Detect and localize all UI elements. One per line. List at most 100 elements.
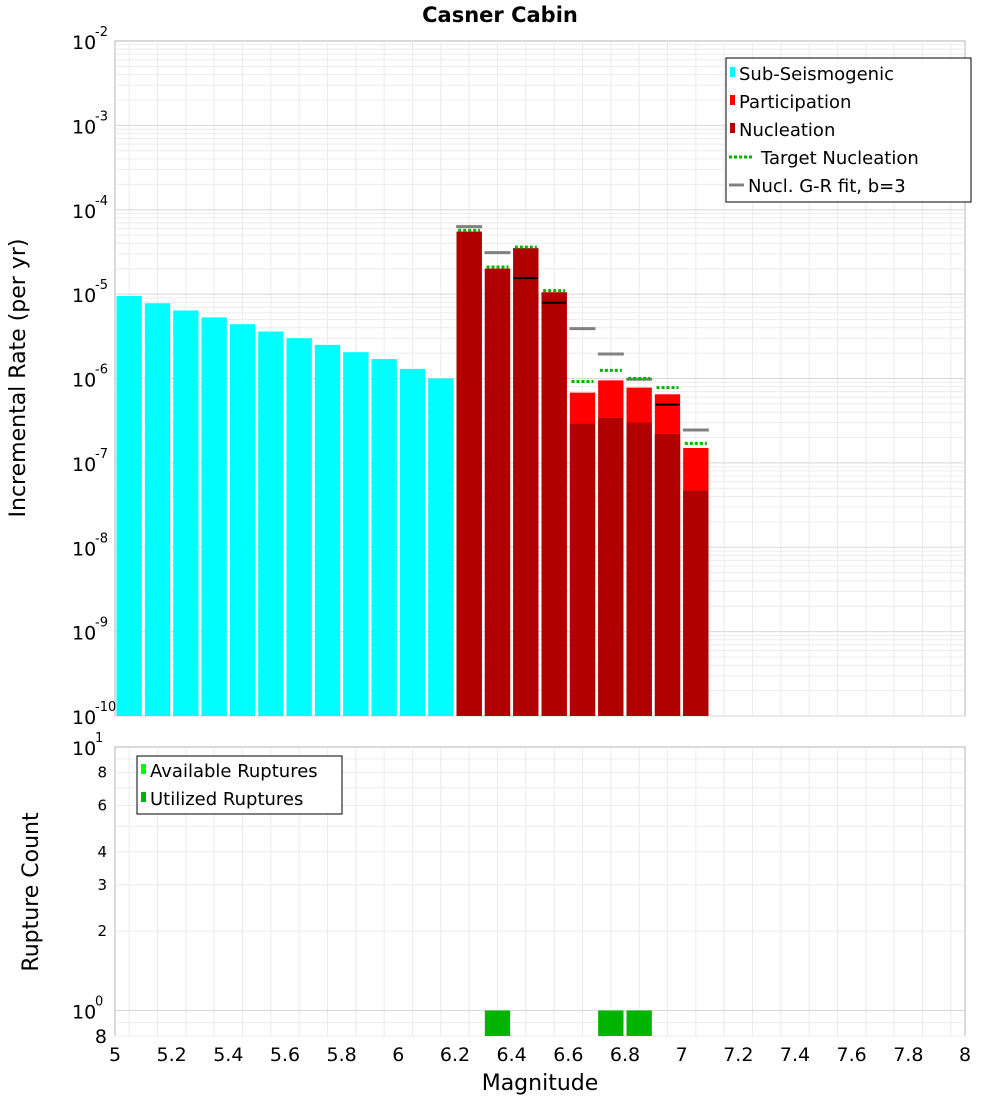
bar-sub-seismogenic <box>314 344 341 716</box>
y-tick-exponent: -8 <box>95 531 108 546</box>
legend-label: Target Nucleation <box>760 148 919 169</box>
y-tick-exponent: 0 <box>95 994 103 1009</box>
legend-label: Nucleation <box>739 120 835 141</box>
count-legend-box <box>136 755 343 815</box>
y-tick-exponent: -9 <box>95 616 108 631</box>
y-tick-base: 10 <box>72 538 96 560</box>
y-tick-label: 10-9 <box>72 616 108 645</box>
x-tick-label: 6.6 <box>553 1044 583 1066</box>
rate-y-axis-label: Incremental Rate (per yr) <box>6 239 31 518</box>
x-tick-label: 7.4 <box>780 1044 810 1066</box>
bar-sub-seismogenic <box>258 331 284 716</box>
x-tick-label: 5 <box>109 1044 121 1066</box>
y-tick-minor-label: 2 <box>97 922 107 940</box>
x-axis-ticks: 5 5.2 5.4 5.6 5.8 6 6.2 6.4 6.6 6.8 7 7.2 7.4 7.6 7.8 8 <box>109 1044 971 1066</box>
y-tick-exponent: -10 <box>95 700 116 715</box>
y-tick-label: 10-5 <box>72 278 108 307</box>
bar-nucleation <box>513 248 539 717</box>
x-tick-label: 5.6 <box>270 1044 300 1066</box>
count-legend: Available Ruptures Utilized Ruptures <box>136 755 343 815</box>
count-y-axis-label: Rupture Count <box>19 812 44 972</box>
y-tick-minor-label: 3 <box>97 876 107 894</box>
y-tick-exponent: -5 <box>95 278 108 293</box>
x-axis-label: Magnitude <box>482 1071 599 1096</box>
x-tick-label: 6.4 <box>497 1044 527 1066</box>
y-tick-label: 10-6 <box>72 363 108 392</box>
chart-title: Casner Cabin <box>422 3 578 27</box>
bar-nucleation <box>456 231 482 716</box>
bar-sub-seismogenic <box>201 317 227 716</box>
legend-label: Sub-Seismogenic <box>739 64 894 85</box>
y-tick-label: 10-4 <box>72 194 108 223</box>
bar-sub-seismogenic <box>428 378 454 716</box>
x-tick-label: 6.8 <box>610 1044 640 1066</box>
legend-item-nucl-g-r-fit-b-3: Nucl. G-R fit, b=3 <box>729 176 906 197</box>
bar-sub-seismogenic <box>286 338 312 716</box>
bar-sub-seismogenic <box>116 296 142 716</box>
legend-item-sub-seismogenic: Sub-Seismogenic <box>730 64 894 85</box>
y-tick-base: 10 <box>72 707 96 729</box>
x-tick-label: 7 <box>676 1044 688 1066</box>
y-tick-label: 10-2 <box>72 25 108 54</box>
x-tick-label: 7.8 <box>893 1044 923 1066</box>
rate-y-ticks: 10-210-310-410-510-610-710-810-910-10 <box>72 25 116 729</box>
count-bars <box>484 1010 652 1036</box>
y-tick-base: 10 <box>72 201 96 223</box>
rate-legend-box <box>725 57 972 203</box>
legend-label: Available Ruptures <box>150 761 318 782</box>
y-tick-base: 10 <box>72 738 96 760</box>
legend-label: Participation <box>739 92 851 113</box>
rate-legend: Sub-Seismogenic Participation Nucleation Ta… <box>725 57 972 203</box>
y-tick-label: 100 <box>72 994 103 1023</box>
y-tick-base: 10 <box>72 285 96 307</box>
bar-utilized-ruptures <box>484 1010 511 1036</box>
legend-swatch <box>141 764 146 774</box>
legend-swatch <box>730 123 735 133</box>
y-tick-exponent: -6 <box>95 363 108 378</box>
rate-panel: 10-210-310-410-510-610-710-810-910-10 In… <box>6 25 972 729</box>
y-tick-label: 10-3 <box>72 109 108 138</box>
y-tick-base: 10 <box>72 32 96 54</box>
bar-nucleation <box>541 292 567 716</box>
legend-item-nucleation: Nucleation <box>730 120 835 141</box>
bar-nucleation <box>569 423 596 716</box>
bar-sub-seismogenic <box>144 303 171 716</box>
x-tick-label: 5.2 <box>157 1044 187 1066</box>
legend-swatch <box>141 792 146 802</box>
y-tick-exponent: -3 <box>95 109 108 124</box>
y-tick-exponent: -7 <box>95 447 108 462</box>
bar-utilized-ruptures <box>598 1010 624 1036</box>
y-tick-exponent: 1 <box>95 731 103 746</box>
y-tick-minor-label: 8 <box>97 764 107 782</box>
bar-sub-seismogenic <box>343 352 369 716</box>
legend-item-participation: Participation <box>730 92 851 113</box>
legend-item-target-nucleation: Target Nucleation <box>729 148 919 169</box>
legend-swatch <box>730 95 735 105</box>
y-tick-base: 10 <box>72 116 96 138</box>
legend-label: Utilized Ruptures <box>150 789 303 810</box>
legend-swatch <box>730 67 735 77</box>
y-tick-base: 10 <box>72 1001 96 1023</box>
bar-nucleation <box>598 418 624 716</box>
bar-nucleation <box>683 490 709 716</box>
y-tick-label: 10-10 <box>72 700 116 729</box>
x-tick-label: 6 <box>392 1044 404 1066</box>
bar-sub-seismogenic <box>229 324 256 716</box>
bar-nucleation <box>654 433 681 716</box>
x-tick-label: 8 <box>959 1044 971 1066</box>
legend-item-available-ruptures: Available Ruptures <box>141 761 318 782</box>
rate-bars <box>116 225 709 717</box>
y-tick-exponent: -2 <box>95 25 108 40</box>
bar-nucleation <box>626 422 652 716</box>
x-tick-label: 5.8 <box>327 1044 357 1066</box>
x-tick-label: 7.6 <box>837 1044 867 1066</box>
count-grid <box>115 747 965 1037</box>
y-tick-base: 10 <box>72 454 96 476</box>
y-tick-exponent: -4 <box>95 194 108 209</box>
x-tick-label: 7.2 <box>723 1044 753 1066</box>
bar-sub-seismogenic <box>399 368 426 716</box>
y-tick-label: 101 <box>72 731 103 760</box>
bar-nucleation <box>484 268 511 716</box>
